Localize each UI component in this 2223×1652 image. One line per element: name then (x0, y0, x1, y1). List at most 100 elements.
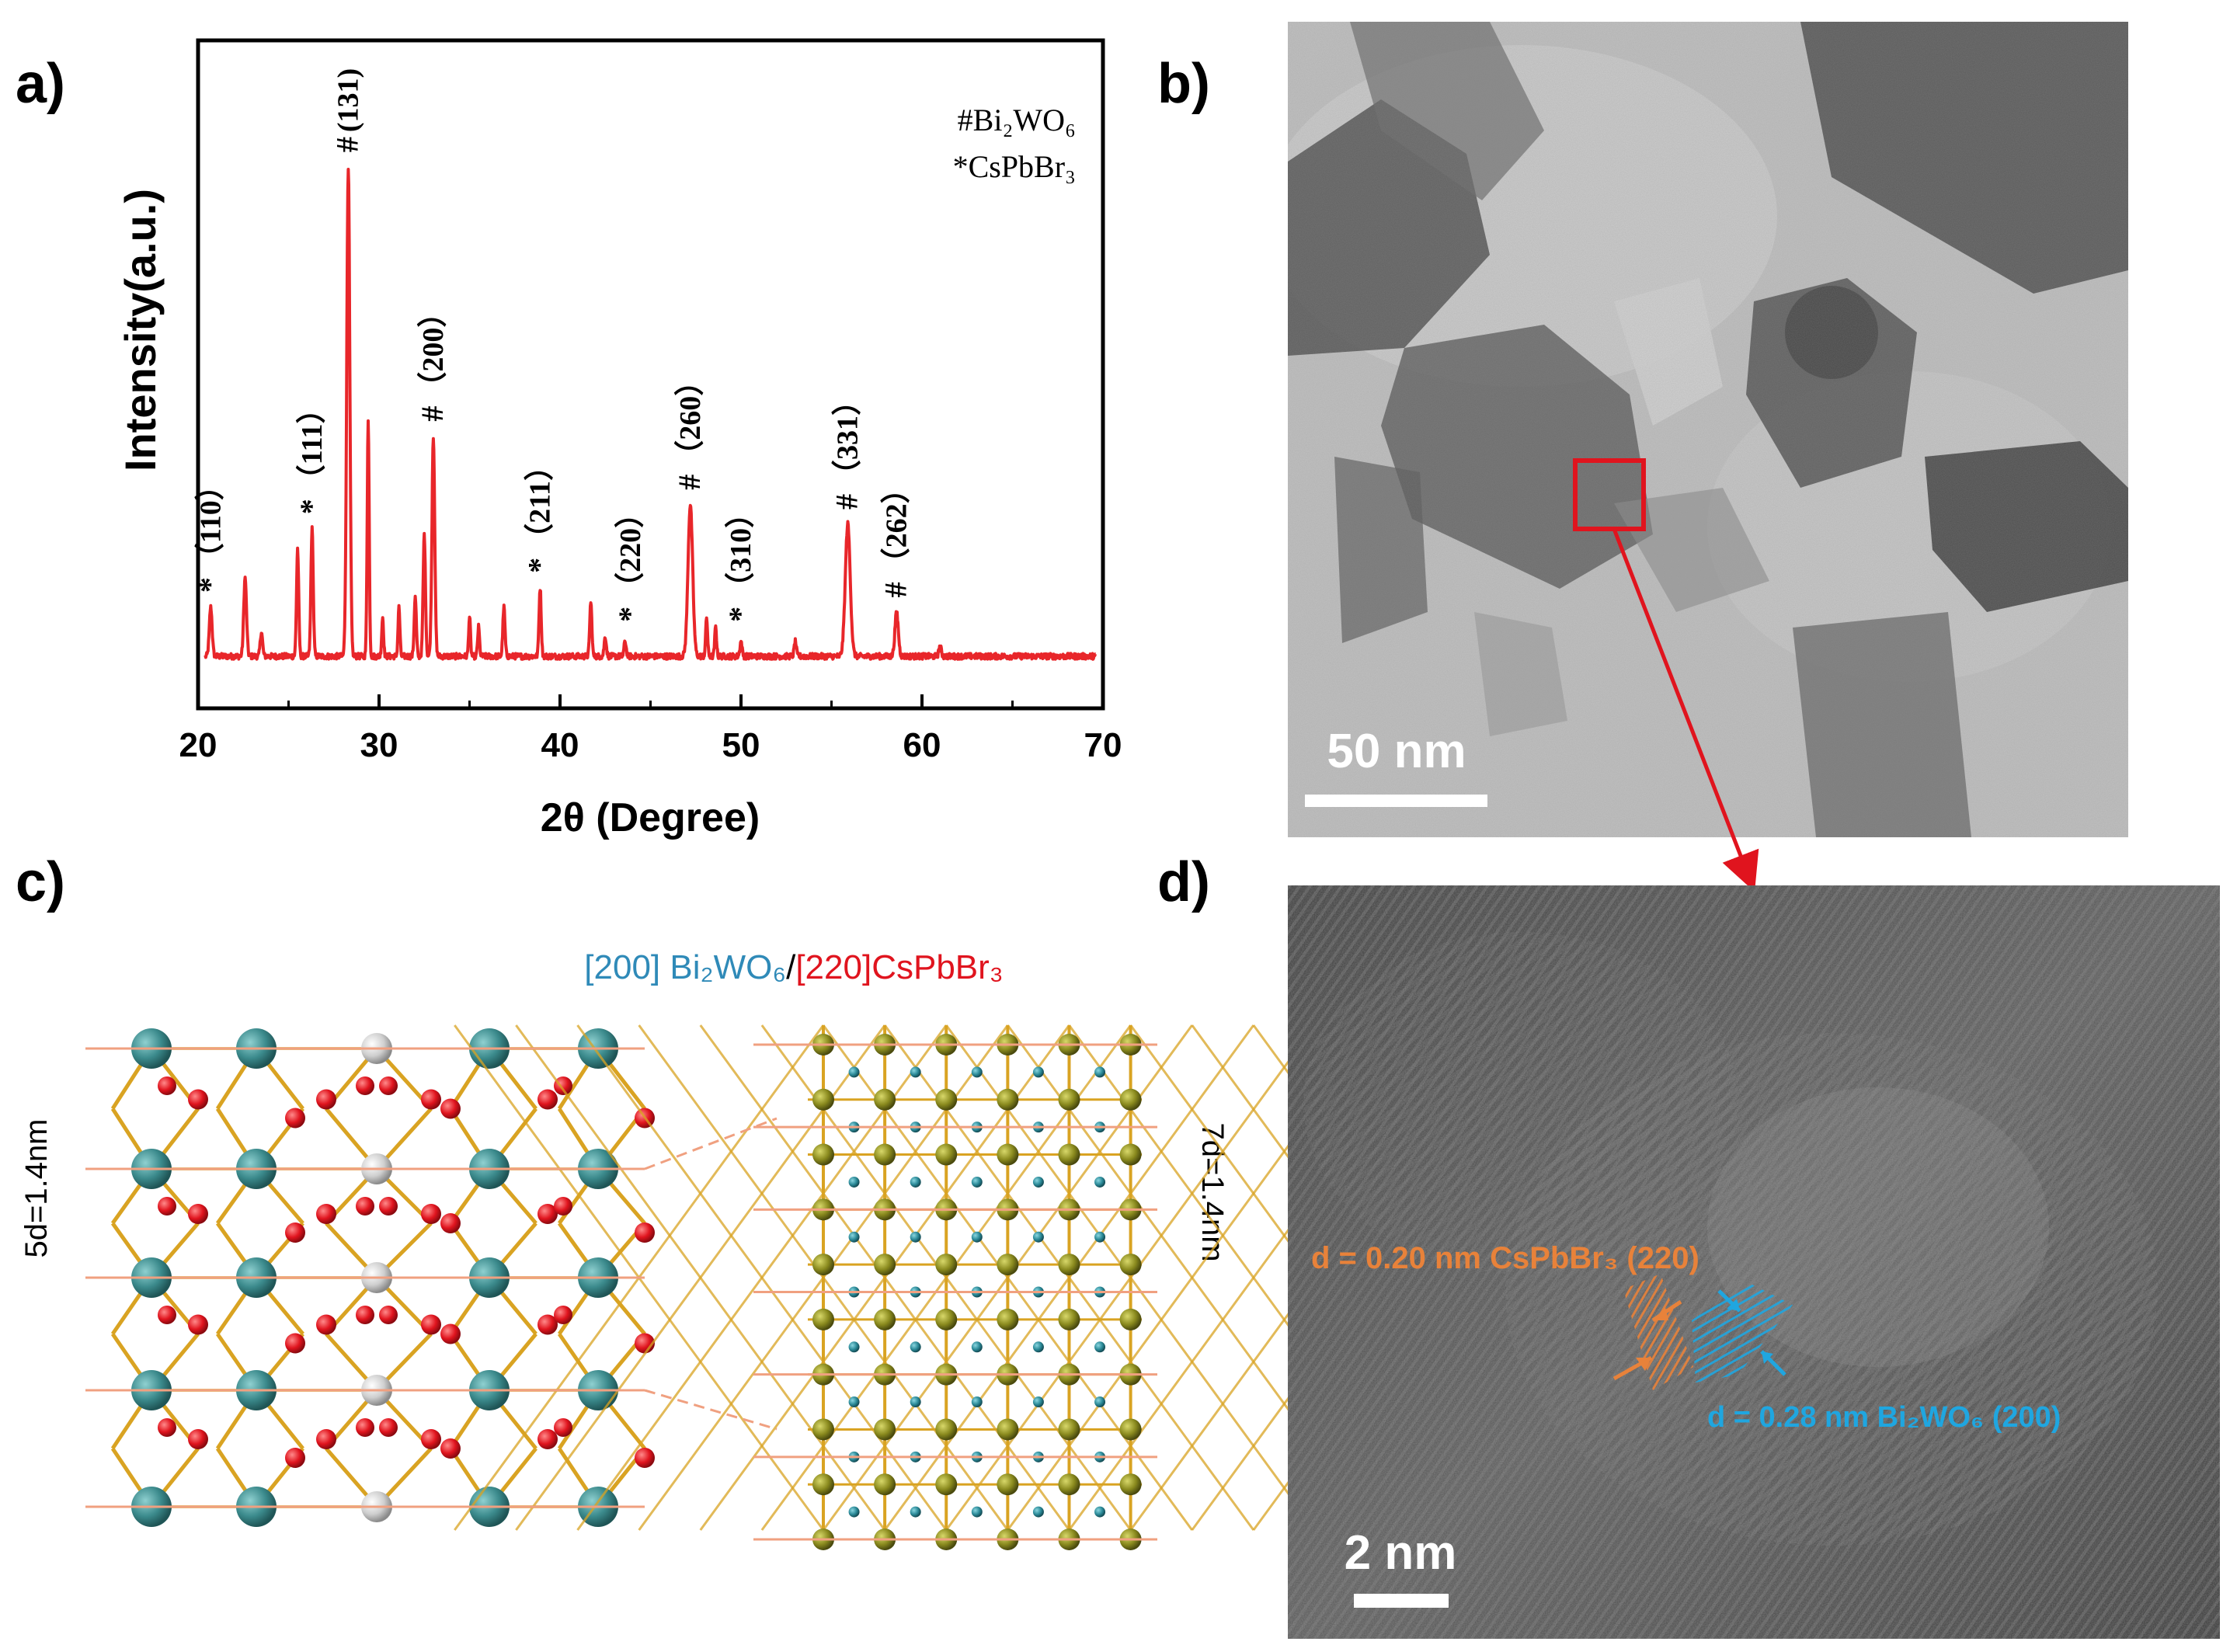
peak-hkl-label: （200） (417, 298, 450, 402)
cesium-atom (1032, 1396, 1044, 1408)
scale-bar-d (1354, 1594, 1449, 1608)
peak-annotation: # （331） (829, 386, 864, 510)
cesium-atom (971, 1506, 983, 1518)
cesium-atom (910, 1506, 921, 1518)
lead-atom (1119, 1473, 1142, 1496)
lead-atom (935, 1143, 958, 1166)
lead-atom (812, 1254, 834, 1276)
oxygen-atom (379, 1418, 398, 1437)
x-axis-label: 2θ (Degree) (541, 795, 760, 840)
lead-atom (874, 1308, 896, 1330)
cesium-atom (910, 1231, 921, 1243)
cesium-atom (971, 1231, 983, 1243)
oxygen-atom (440, 1098, 461, 1119)
correspondence-line (644, 1389, 778, 1431)
peak-annotation: * （310） (722, 499, 757, 622)
cesium-atom (848, 1341, 860, 1353)
oxygen-atom (316, 1429, 336, 1449)
lead-atom (874, 1418, 896, 1441)
cesium-atom (848, 1176, 860, 1188)
structure-title-left: [200] Bi₂WO₆ (584, 948, 786, 986)
oxygen-atom (537, 1314, 558, 1335)
peak-annotation: # （200） (415, 298, 450, 422)
oxygen-atom (316, 1204, 336, 1224)
lead-atom (935, 1254, 958, 1276)
oxygen-atom (554, 1306, 572, 1324)
oxygen-atom (554, 1197, 572, 1216)
peak-annotations: * （110） * （111） # (131) # （200） * （211） * （220） # （26… (192, 68, 913, 622)
peak-hkl-label: (131) (332, 68, 364, 132)
cesium-atom (1032, 1341, 1044, 1353)
peak-marker: * (294, 499, 329, 514)
peak-hkl-label: （331） (831, 386, 864, 489)
lead-atom (1058, 1143, 1080, 1166)
lead-atom (874, 1088, 896, 1111)
x-tick-label: 20 (179, 726, 217, 764)
peak-annotation: # （260） (672, 367, 707, 490)
oxygen-atom (188, 1314, 208, 1335)
peak-hkl-label: （310） (725, 499, 757, 602)
x-tick-label: 30 (360, 726, 398, 764)
oxygen-atom (421, 1429, 441, 1449)
lead-atom (812, 1088, 834, 1111)
oxygen-atom (316, 1314, 336, 1335)
peak-marker: * (722, 607, 757, 622)
oxygen-atom (440, 1213, 461, 1233)
lead-atom (997, 1254, 1019, 1276)
peak-marker: # (415, 406, 450, 422)
peak-annotation: * （111） (294, 394, 329, 514)
lead-atom (1119, 1143, 1142, 1166)
oxygen-atom (356, 1306, 374, 1324)
lead-atom (997, 1308, 1019, 1330)
crystal-structure-c: [200] Bi₂WO₆/[220]CsPbBr₃ 5d=1.4nm 7d=1.… (19, 948, 1870, 1550)
peak-marker: * (521, 558, 556, 573)
oxygen-atom (635, 1448, 655, 1468)
legend-entry-bi2wo6: #Bi₂WO₆ (958, 103, 1076, 137)
peak-marker: # (878, 582, 913, 597)
lead-atom (935, 1308, 958, 1330)
oxygen-atom (379, 1306, 398, 1324)
oxygen-atom (440, 1438, 461, 1459)
oxygen-atom (158, 1076, 176, 1095)
oxygen-atom (158, 1197, 176, 1216)
cesium-atom (910, 1176, 921, 1188)
lead-atom (1119, 1308, 1142, 1330)
lead-atom (935, 1088, 958, 1111)
peak-hkl-label: （260） (674, 367, 707, 470)
oxygen-atom (379, 1197, 398, 1216)
lead-atom (1058, 1308, 1080, 1330)
oxygen-atom (285, 1333, 305, 1354)
peak-marker: * (612, 607, 647, 622)
peak-hkl-label: （262） (880, 474, 913, 577)
lead-atom (997, 1088, 1019, 1111)
cesium-atom (910, 1341, 921, 1353)
scale-bar-label-d: 2 nm (1345, 1526, 1457, 1580)
lattice-guide-lines (85, 1043, 1157, 1541)
hrtem-image-d: d = 0.20 nm CsPbBr₃ (220) d = 0.28 nm Bi… (1288, 885, 2220, 1639)
lead-atom (935, 1418, 958, 1441)
cesium-atom (848, 1231, 860, 1243)
x-axis-ticks: 20 30 40 50 60 70 (179, 694, 1122, 764)
cesium-atom (1094, 1231, 1106, 1243)
lead-atom (1058, 1473, 1080, 1496)
y-axis-label: Intensity(a.u.) (116, 189, 165, 471)
lead-atom (997, 1418, 1019, 1441)
oxygen-atom (285, 1448, 305, 1468)
cesium-atom (910, 1066, 921, 1078)
zoom-arrow (1612, 528, 1759, 892)
cesium-atom (1032, 1231, 1044, 1243)
peak-annotation: # (131) (329, 68, 364, 152)
cesium-atom (971, 1176, 983, 1188)
x-tick-label: 40 (541, 726, 579, 764)
cesium-atom (1032, 1066, 1044, 1078)
cesium-atom (910, 1396, 921, 1408)
peak-marker: # (672, 475, 707, 490)
oxygen-atom (421, 1089, 441, 1110)
structure-title-sep: / (786, 948, 796, 986)
lead-atom (1119, 1088, 1142, 1111)
cesium-atom (1032, 1506, 1044, 1518)
panel-label-b: b) (1157, 53, 1210, 115)
cesium-atom (971, 1396, 983, 1408)
panel-label-d: d) (1157, 851, 1210, 913)
